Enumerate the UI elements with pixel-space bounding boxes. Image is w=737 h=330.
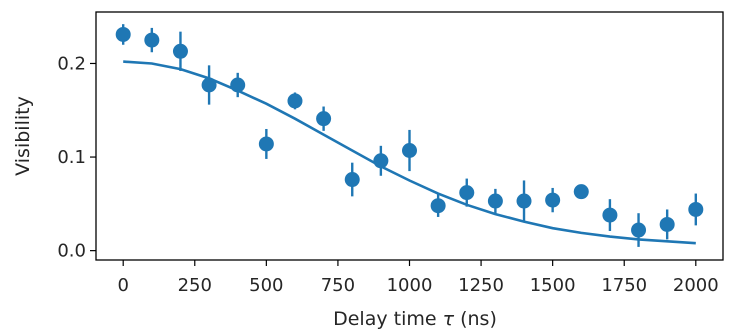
- y-axis-label: Visibility: [12, 96, 34, 176]
- data-point: [373, 153, 389, 169]
- data-point: [459, 185, 475, 201]
- data-point: [258, 136, 274, 152]
- x-tick-label: 750: [321, 275, 355, 296]
- y-tick-label: 0.2: [57, 53, 86, 74]
- x-axis-label: Delay time τ (ns): [333, 308, 497, 330]
- data-point: [688, 201, 704, 217]
- fit-line: [123, 60, 696, 245]
- x-tick-label: 2000: [673, 275, 719, 296]
- data-point: [344, 172, 360, 188]
- x-tick-label: 1500: [530, 275, 576, 296]
- x-tick-label: 0: [117, 275, 128, 296]
- x-tick-label: 1000: [387, 275, 433, 296]
- data-point: [659, 216, 675, 232]
- data-point: [115, 26, 131, 42]
- y-tick-label: 0.1: [57, 147, 86, 168]
- x-axis-label-text: Delay time: [333, 308, 443, 330]
- y-tick-label: 0.0: [57, 241, 86, 262]
- data-point: [516, 193, 532, 209]
- data-point: [172, 43, 188, 59]
- data-point-layer: [115, 26, 704, 238]
- x-tick-label: 1750: [601, 275, 647, 296]
- fit-curve-layer: [123, 60, 696, 245]
- data-point: [287, 93, 303, 109]
- x-axis-ticks: 0 250 500 750 1000 1250 1500 1750 2000: [117, 260, 719, 296]
- x-tick-label: 500: [249, 275, 283, 296]
- data-point: [230, 77, 246, 93]
- y-axis-ticks: 0.0 0.1 0.2: [57, 53, 96, 262]
- data-point: [316, 111, 332, 127]
- x-tick-label: 250: [178, 275, 212, 296]
- x-axis-label-symbol: τ: [443, 308, 455, 330]
- data-point: [573, 184, 589, 200]
- data-point: [631, 222, 647, 238]
- x-axis-label-unit: (ns): [454, 308, 497, 330]
- data-point: [487, 193, 503, 209]
- data-point: [430, 198, 446, 214]
- data-point: [602, 207, 618, 223]
- x-tick-label: 1250: [458, 275, 504, 296]
- data-point: [545, 192, 561, 208]
- data-point: [144, 32, 160, 48]
- data-point: [201, 77, 217, 93]
- data-point: [402, 143, 417, 159]
